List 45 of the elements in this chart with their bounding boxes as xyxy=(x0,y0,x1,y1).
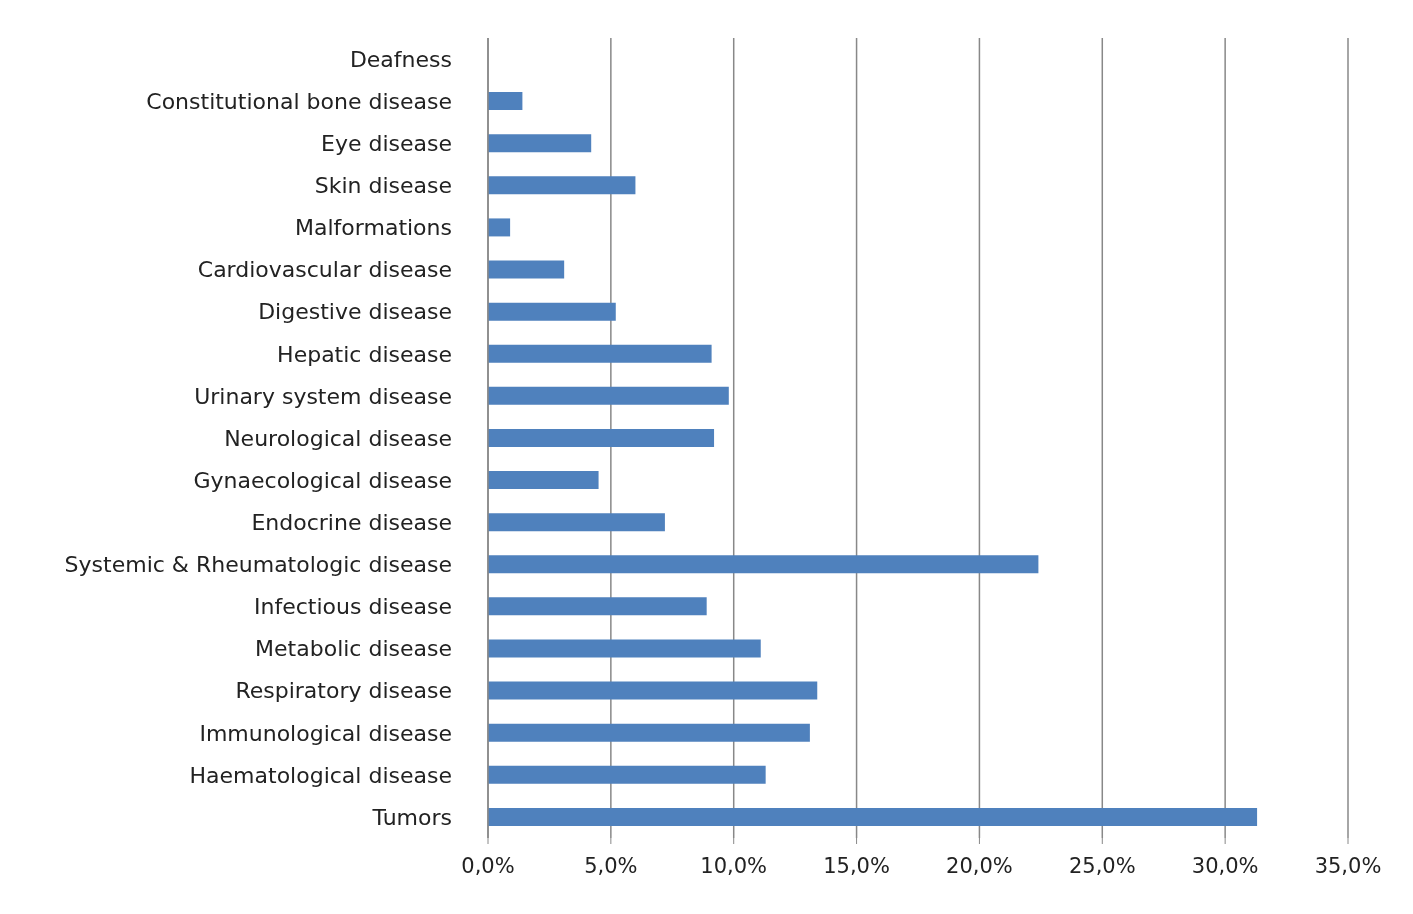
x-tick-label: 30,0% xyxy=(1191,853,1259,878)
y-tick-label: Hepatic disease xyxy=(277,341,452,367)
y-tick-label: Neurological disease xyxy=(224,425,452,451)
y-tick-label: Gynaecological disease xyxy=(193,467,452,493)
x-tick-label: 20,0% xyxy=(946,853,1013,878)
bar xyxy=(488,807,1258,826)
bar xyxy=(488,134,592,153)
y-tick-label: Respiratory disease xyxy=(235,678,452,704)
y-tick-label: Endocrine disease xyxy=(251,510,452,536)
y-tick-label: Malformations xyxy=(295,215,452,241)
x-tick-label: 0,0% xyxy=(461,853,515,878)
bar xyxy=(488,681,818,700)
y-tick-label: Cardiovascular disease xyxy=(197,257,452,283)
bar xyxy=(488,386,729,405)
bar xyxy=(488,260,565,279)
bar xyxy=(488,471,599,490)
bar xyxy=(488,176,636,195)
x-tick-label: 10,0% xyxy=(700,853,768,878)
bar xyxy=(488,428,715,447)
x-tick-label: 5,0% xyxy=(584,853,638,878)
y-tick-label: Digestive disease xyxy=(258,299,452,325)
y-tick-label: Tumors xyxy=(371,804,452,830)
y-tick-label: Infectious disease xyxy=(254,594,452,620)
bar xyxy=(488,723,810,742)
y-tick-label: Skin disease xyxy=(314,173,452,199)
bar xyxy=(488,218,511,237)
x-tick-label: 35,0% xyxy=(1314,853,1382,878)
y-tick-label: Metabolic disease xyxy=(255,636,452,662)
x-tick-label: 25,0% xyxy=(1068,853,1136,878)
y-tick-label: Eye disease xyxy=(320,131,452,157)
y-tick-label: Immunological disease xyxy=(199,720,452,746)
bar xyxy=(488,302,616,321)
bar xyxy=(488,92,523,111)
x-tick-label: 15,0% xyxy=(823,853,890,878)
y-tick-label: Constitutional bone disease xyxy=(146,88,452,114)
bar xyxy=(488,639,761,658)
y-tick-label: Deafness xyxy=(349,46,452,72)
y-tick-label: Haematological disease xyxy=(189,762,452,788)
y-tick-label: Systemic & Rheumatologic disease xyxy=(64,552,452,578)
bar xyxy=(488,513,665,532)
bar xyxy=(488,597,707,616)
bar xyxy=(488,765,766,784)
y-tick-label: Urinary system disease xyxy=(194,383,452,409)
bar xyxy=(488,555,1039,574)
bar xyxy=(488,344,712,363)
